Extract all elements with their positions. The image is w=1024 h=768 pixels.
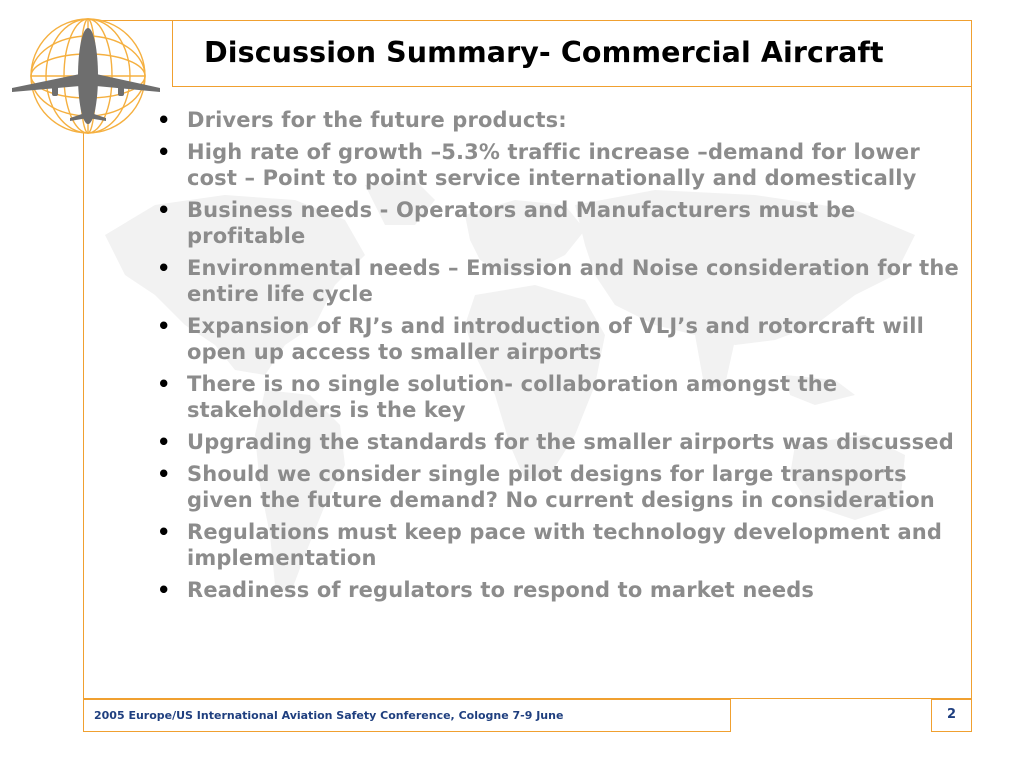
list-item: • Expansion of RJ’s and introduction of V… [155, 313, 960, 365]
bullet-dot: • [157, 256, 171, 280]
bullet-text: High rate of growth –5.3% traffic increa… [187, 140, 920, 190]
list-item: • Regulations must keep pace with technol… [155, 519, 960, 571]
world-map-watermark [105, 180, 915, 595]
bullet-dot: • [157, 578, 171, 602]
list-item: • Business needs - Operators and Manufact… [155, 197, 960, 249]
bullet-list: • Drivers for the future products: • High … [155, 107, 960, 609]
list-item: • High rate of growth –5.3% traffic incre… [155, 139, 960, 191]
bullet-text: Should we consider single pilot designs … [187, 462, 935, 512]
slide-frame [83, 20, 972, 699]
bullet-dot: • [157, 520, 171, 544]
bullet-text: Regulations must keep pace with technolo… [187, 520, 943, 570]
slide-title: Discussion Summary- Commercial Aircraft [204, 36, 884, 69]
footer-frame [83, 699, 731, 732]
title-divider-horizontal [172, 86, 972, 87]
footer-conference-text: 2005 Europe/US International Aviation Sa… [94, 709, 564, 722]
bullet-text: Expansion of RJ’s and introduction of VL… [187, 314, 924, 364]
list-item: • Readiness of regulators to respond to m… [155, 577, 960, 603]
page-number-frame [931, 699, 972, 732]
bullet-text: Business needs - Operators and Manufactu… [187, 198, 856, 248]
bullet-dot: • [157, 140, 171, 164]
bullet-text: Drivers for the future products: [187, 108, 567, 132]
bullet-text: Upgrading the standards for the smaller … [187, 430, 954, 454]
bullet-dot: • [157, 198, 171, 222]
bullet-dot: • [157, 462, 171, 486]
list-item: • Upgrading the standards for the smaller… [155, 429, 960, 455]
list-item: • Drivers for the future products: [155, 107, 960, 133]
bullet-dot: • [157, 108, 171, 132]
bullet-text: Readiness of regulators to respond to ma… [187, 578, 815, 602]
page-number: 2 [946, 707, 957, 722]
globe-airplane-logo [12, 18, 160, 134]
list-item: • There is no single solution- collaborat… [155, 371, 960, 423]
bullet-text: There is no single solution- collaborati… [187, 372, 838, 422]
bullet-dot: • [157, 372, 171, 396]
bullet-text: Environmental needs – Emission and Noise… [187, 256, 959, 306]
title-divider-vertical [172, 20, 173, 87]
list-item: • Environmental needs – Emission and Nois… [155, 255, 960, 307]
bullet-dot: • [157, 430, 171, 454]
list-item: • Should we consider single pilot designs… [155, 461, 960, 513]
bullet-dot: • [157, 314, 171, 338]
